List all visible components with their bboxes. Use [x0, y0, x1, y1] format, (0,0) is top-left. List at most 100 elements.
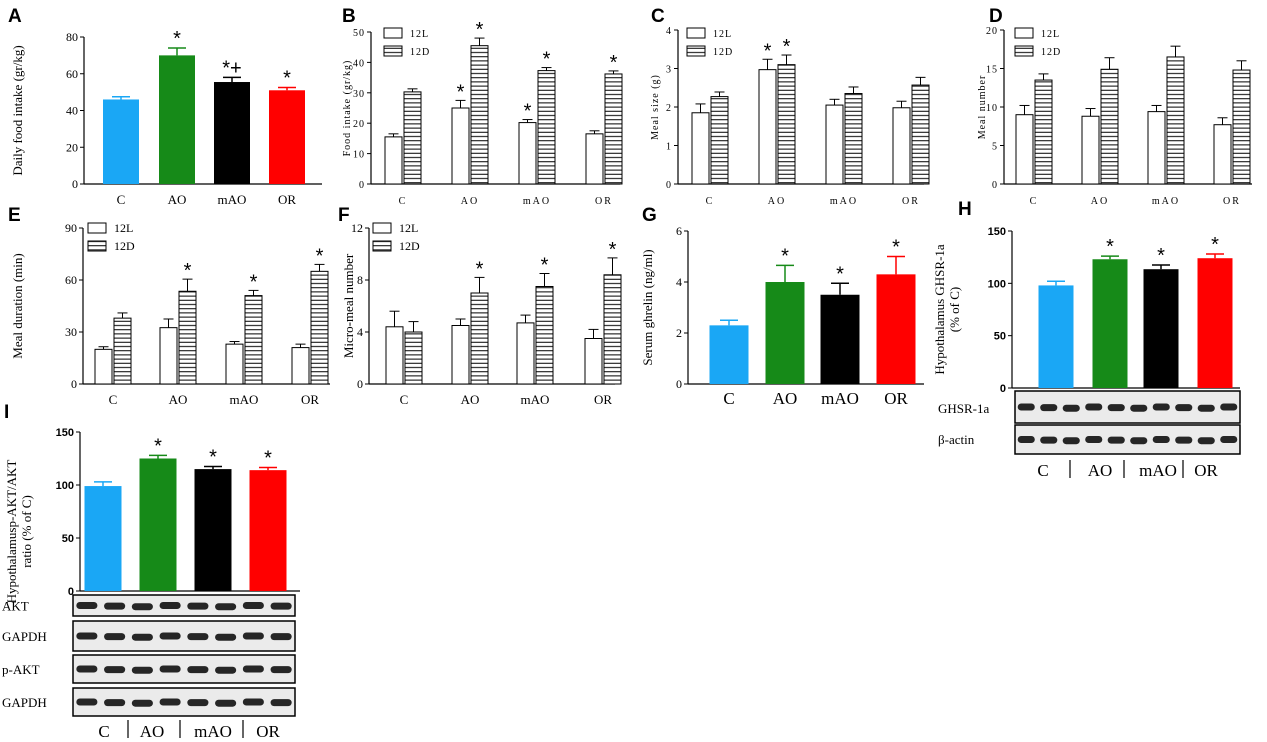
bar-C-12L	[94, 348, 113, 385]
y-tick-label: 100	[988, 278, 1006, 290]
bar-AO-12L	[758, 69, 777, 185]
blot-strip-i-3	[72, 687, 296, 717]
y-tick-label: 0	[359, 180, 365, 191]
y-tick-label: 2	[666, 103, 672, 114]
legend-swatch	[87, 240, 107, 252]
significance-marker: *	[892, 237, 900, 259]
blot-row-label: GHSR-1a	[938, 401, 990, 416]
blot-band	[1062, 404, 1080, 412]
bar-AO	[159, 55, 195, 184]
blot-lane-label: mAO	[1139, 461, 1177, 480]
y-tick-label: 8	[357, 273, 363, 287]
bar-OR-12L	[892, 107, 911, 185]
blot-band	[131, 666, 153, 674]
blot-band	[76, 632, 98, 640]
significance-marker: *	[1157, 245, 1165, 267]
bar-C	[709, 325, 749, 384]
x-tick-label: OR	[594, 392, 612, 407]
y-axis-label: Hypothalamusp-AKT/AKT	[4, 460, 19, 604]
bar-C	[1038, 285, 1074, 388]
legend-swatch	[1014, 27, 1034, 39]
y-tick-label: 4	[666, 26, 672, 37]
blot-band	[1107, 436, 1125, 444]
x-tick-label: AO	[768, 196, 786, 207]
blot-band	[242, 632, 264, 640]
bar-mAO	[1143, 269, 1179, 388]
y-tick-label: 0	[357, 377, 363, 391]
blot-band	[215, 603, 237, 611]
x-tick-label: OR	[902, 196, 920, 207]
y-tick-label: 0	[992, 180, 998, 191]
blot-band	[1017, 403, 1035, 411]
panel-label-H: H	[958, 199, 972, 220]
blot-row-label: AKT	[2, 599, 29, 614]
bar-C	[103, 99, 139, 184]
bar-mAO-12L	[825, 104, 844, 185]
blot-band	[1130, 437, 1148, 445]
legend-swatch	[372, 222, 392, 234]
significance-marker: *	[184, 260, 192, 282]
bar-AO-12D	[178, 290, 197, 385]
y-tick-label: 5	[992, 142, 998, 153]
y-tick-label: 30	[65, 325, 77, 339]
bar-C-12D	[710, 96, 729, 185]
blot-band	[159, 698, 181, 706]
bar-OR-12L	[585, 133, 604, 185]
bar-AO	[1092, 259, 1128, 388]
legend-swatch	[1014, 45, 1034, 57]
legend-swatch	[383, 27, 403, 39]
bar-OR-12L	[584, 338, 603, 385]
bar-OR	[249, 470, 287, 591]
y-axis-label: Meal number	[977, 75, 988, 140]
y-tick-label: 0	[1000, 383, 1006, 395]
blot-band	[1130, 404, 1148, 412]
legend-label: 12L	[713, 29, 732, 40]
bar-mAO	[820, 294, 860, 384]
x-tick-label: C	[1030, 196, 1039, 207]
bar-OR	[269, 90, 305, 184]
bar-OR-12D	[604, 73, 623, 185]
bar-OR	[876, 274, 916, 384]
significance-marker: *	[524, 101, 532, 123]
y-axis-label-line2: ratio (% of C)	[19, 495, 34, 568]
y-tick-label: 20	[986, 26, 998, 37]
blot-band	[131, 633, 153, 641]
panel-G: G 0 2 4 6 Serum ghrelin (ng/ml) C AO mAO OR	[640, 205, 924, 408]
blot-band	[1017, 436, 1035, 443]
panel-C: C 0 1 2 3 4 Meal size (g) C AO mAO OR 12L 12D	[650, 6, 930, 207]
blot-band	[187, 633, 209, 641]
y-axis-label: Micro-meal number	[341, 253, 356, 358]
bar-C-12L	[385, 326, 404, 385]
x-tick-label: mAO	[523, 196, 551, 207]
bar-mAO-12D	[535, 286, 554, 385]
significance-marker: *	[1211, 234, 1219, 256]
blot-band	[242, 698, 264, 706]
blot-band	[1085, 403, 1103, 411]
blot-band	[187, 602, 209, 610]
blot-band	[159, 602, 181, 609]
legend-label: 12L	[399, 221, 418, 235]
blot-band	[270, 633, 292, 641]
panel-F: F 0 4 8 12 Micro-meal number C AO mAO OR 12L 12D	[338, 205, 622, 407]
y-tick-label: 60	[65, 273, 77, 287]
y-tick-label: 60	[66, 67, 78, 81]
y-tick-label: 20	[353, 119, 365, 130]
bar-AO-12D	[470, 45, 489, 185]
legend-swatch	[87, 222, 107, 234]
y-tick-label: 2	[676, 326, 682, 340]
blot-band	[104, 602, 126, 610]
bar-C	[84, 486, 122, 591]
blot-lane-label: OR	[256, 722, 280, 741]
y-tick-label: 50	[994, 331, 1006, 343]
bar-AO-12D	[470, 292, 489, 385]
legend-swatch	[686, 27, 706, 39]
blot-row-label: β-actin	[938, 432, 975, 447]
x-tick-label: C	[117, 192, 126, 207]
blot-band	[270, 699, 292, 707]
blot-band	[1085, 436, 1103, 443]
panel-label-A: A	[8, 6, 22, 27]
blot-band	[242, 602, 264, 609]
x-tick-label: mAO	[1152, 196, 1180, 207]
x-tick-label: C	[400, 392, 409, 407]
blot-band	[215, 633, 237, 641]
